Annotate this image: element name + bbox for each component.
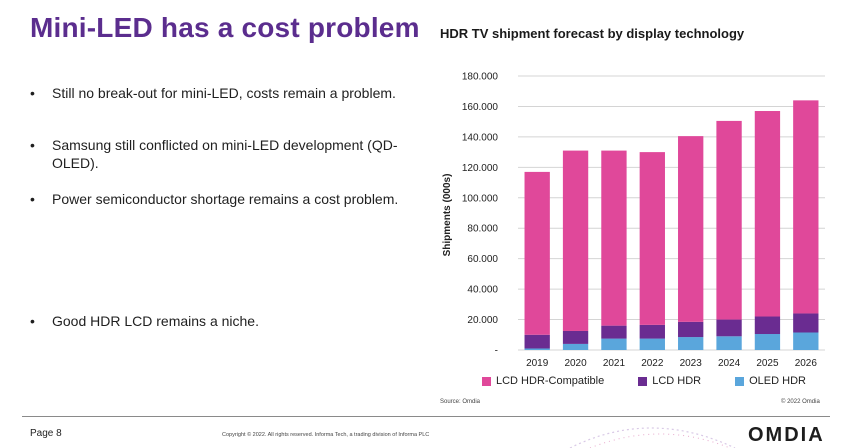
chart-title: HDR TV shipment forecast by display tech… <box>440 26 745 41</box>
legend-label: LCD HDR-Compatible <box>496 375 605 387</box>
chart-copyright: © 2022 Omdia <box>781 399 820 405</box>
footer-divider <box>22 416 830 417</box>
bullet-item: • Still no break-out for mini-LED, costs… <box>30 84 400 102</box>
decorative-arc-icon <box>569 427 736 448</box>
bar-lcd-hdr-compatible <box>716 120 742 320</box>
footer-copyright: Copyright © 2022. All rights reserved. I… <box>222 432 430 438</box>
bar-lcd-hdr <box>562 330 589 344</box>
x-tick-label: 2022 <box>641 358 664 369</box>
chart-legend: LCD HDR-Compatible LCD HDR OLED HDR <box>482 375 806 387</box>
y-axis-label: Shipments (000s) <box>442 174 453 257</box>
bar-lcd-hdr <box>524 334 550 349</box>
bullet-item: • Good HDR LCD remains a niche. <box>30 312 400 330</box>
bullet-dot-icon: • <box>30 85 35 101</box>
omdia-logo: OMDIA <box>748 424 825 446</box>
y-tick-label: 40.000 <box>467 285 498 296</box>
bullet-text: Samsung still conflicted on mini-LED dev… <box>52 137 398 171</box>
bar-lcd-hdr <box>716 319 742 337</box>
bullet-item: • Power semiconductor shortage remains a… <box>30 190 400 208</box>
bar-lcd-hdr-compatible <box>754 111 781 317</box>
bar-lcd-hdr-compatible <box>639 152 665 325</box>
bar-lcd-hdr <box>678 321 704 338</box>
bullet-dot-icon: • <box>30 191 35 207</box>
y-tick-label: 80.000 <box>467 224 498 235</box>
bar-lcd-hdr <box>601 325 627 339</box>
bar-oled-hdr <box>639 338 665 350</box>
legend-item-lcd-hdr-compatible: LCD HDR-Compatible <box>482 375 604 387</box>
page-number: Page 8 <box>30 428 62 439</box>
bar-lcd-hdr <box>793 313 819 333</box>
x-tick-label: 2023 <box>680 358 703 369</box>
bar-lcd-hdr <box>754 316 781 335</box>
bullet-dot-icon: • <box>30 313 35 329</box>
chart-source: Source: Omdia <box>440 399 481 405</box>
y-tick-label: 180.000 <box>462 72 499 83</box>
x-tick-label: 2021 <box>603 358 626 369</box>
legend-swatch <box>735 376 745 386</box>
bullet-dot-icon: • <box>30 137 35 153</box>
x-tick-label: 2020 <box>564 358 587 369</box>
bar-oled-hdr <box>601 338 627 350</box>
y-tick-label: 60.000 <box>467 254 498 265</box>
bar-oled-hdr <box>716 336 742 350</box>
x-tick-label: 2025 <box>756 358 779 369</box>
bar-lcd-hdr <box>639 324 665 339</box>
y-tick-label: 20.000 <box>467 315 498 326</box>
legend-swatch <box>638 376 648 386</box>
x-axis-ticks: 2019 2020 2021 2022 2023 2024 2025 2026 <box>526 358 817 369</box>
y-tick-label: - <box>495 346 498 357</box>
y-tick-label: 100.000 <box>462 193 499 204</box>
legend-item-lcd-hdr: LCD HDR <box>638 375 701 387</box>
y-tick-label: 160.000 <box>462 102 499 113</box>
bullet-text: Power semiconductor shortage remains a c… <box>52 191 399 207</box>
y-axis-ticks: - 20.000 40.000 60.000 80.000 100.000 120.000 1… <box>462 72 499 357</box>
bar-lcd-hdr-compatible <box>524 171 550 335</box>
bar-lcd-hdr-compatible <box>678 136 704 322</box>
bar-oled-hdr <box>678 337 704 350</box>
bar-lcd-hdr-compatible <box>601 150 627 326</box>
x-tick-label: 2026 <box>795 358 818 369</box>
bullet-item: • Samsung still conflicted on mini-LED d… <box>30 136 400 172</box>
bar-oled-hdr <box>562 343 589 350</box>
y-tick-label: 120.000 <box>462 163 499 174</box>
legend-label: OLED HDR <box>749 375 806 387</box>
bullet-text: Still no break-out for mini-LED, costs r… <box>52 85 396 101</box>
legend-label: LCD HDR <box>652 375 702 387</box>
chart-bars <box>524 100 819 350</box>
x-tick-label: 2024 <box>718 358 741 369</box>
y-tick-label: 140.000 <box>462 132 499 143</box>
legend-item-oled-hdr: OLED HDR <box>735 375 806 387</box>
bar-oled-hdr <box>754 334 781 350</box>
x-tick-label: 2019 <box>526 358 549 369</box>
bar-lcd-hdr-compatible <box>793 100 819 314</box>
bullet-text: Good HDR LCD remains a niche. <box>52 313 259 329</box>
bar-oled-hdr <box>524 348 550 350</box>
bar-lcd-hdr-compatible <box>562 150 589 331</box>
slide-title: Mini-LED has a cost problem <box>30 12 420 43</box>
legend-swatch <box>482 376 491 386</box>
stacked-bar-chart: - 20.000 40.000 60.000 80.000 100.000 120.000 1… <box>442 72 825 369</box>
bar-oled-hdr <box>793 332 819 350</box>
